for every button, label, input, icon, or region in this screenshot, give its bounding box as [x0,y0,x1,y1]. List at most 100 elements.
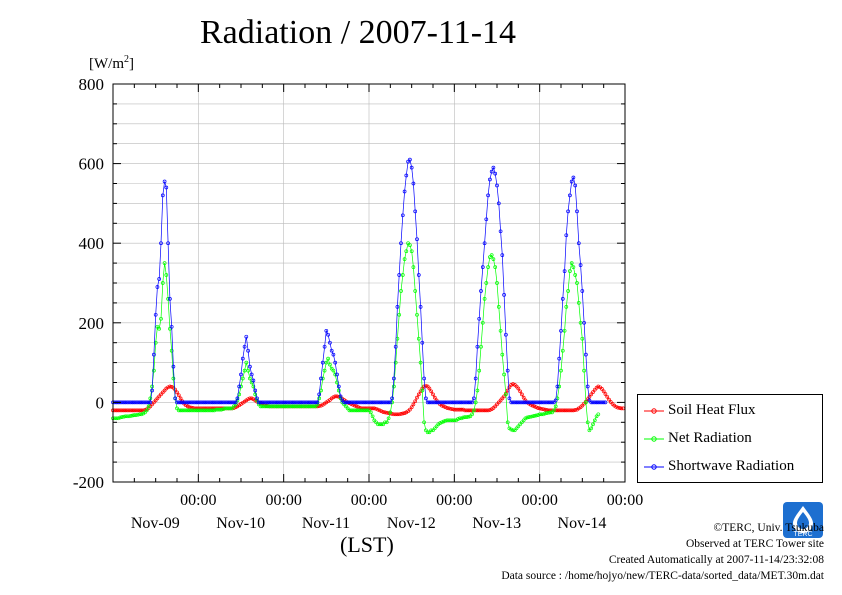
data-point-shortwave-radiation [292,400,297,405]
data-point-shortwave-radiation [297,400,302,405]
data-point-net-radiation [262,404,266,409]
data-point-shortwave-radiation [130,400,135,405]
data-point-shortwave-radiation [280,400,284,405]
data-point-shortwave-radiation [516,400,521,405]
data-point-shortwave-radiation [338,394,343,399]
data-point-soil-heat-flux [507,385,512,390]
data-point-net-radiation [185,408,190,413]
data-point-net-radiation [178,408,183,413]
data-point-net-radiation [370,414,375,419]
data-point-net-radiation [472,408,476,413]
data-point-net-radiation [180,408,185,413]
data-point-net-radiation [304,404,309,409]
data-point-soil-heat-flux [123,408,128,413]
data-point-soil-heat-flux [372,406,377,411]
data-point-shortwave-radiation [198,400,202,405]
data-point-net-radiation [447,418,451,423]
data-point-net-radiation [219,407,224,412]
data-point-shortwave-radiation [249,372,254,377]
data-point-shortwave-radiation [452,400,457,405]
data-point-shortwave-radiation [491,165,496,170]
data-point-net-radiation [523,416,528,421]
data-point-shortwave-radiation [493,171,498,176]
data-point-net-radiation [575,281,579,285]
data-point-shortwave-radiation [509,400,514,405]
data-point-net-radiation [440,420,444,425]
x-tick-label-time: 00:00 [436,492,472,509]
data-point-net-radiation [384,420,389,425]
data-point-shortwave-radiation [290,400,295,405]
data-point-soil-heat-flux [466,408,471,413]
data-point-shortwave-radiation [201,400,206,405]
data-point-shortwave-radiation [310,400,314,405]
x-tick-label-time: 00:00 [521,492,557,509]
data-point-shortwave-radiation [192,400,197,405]
data-point-net-radiation [290,404,295,409]
data-point-soil-heat-flux [150,402,154,407]
data-point-shortwave-radiation [409,165,414,170]
data-point-shortwave-radiation [582,320,586,325]
data-point-shortwave-radiation [312,400,316,405]
data-point-shortwave-radiation [226,400,231,405]
data-point-shortwave-radiation [324,328,329,333]
data-point-net-radiation [242,368,247,373]
data-point-net-radiation [207,408,211,413]
data-point-net-radiation [532,414,537,418]
legend-label-net-radiation: Net Radiation [668,430,752,447]
data-point-net-radiation [388,410,393,415]
data-point-shortwave-radiation [445,400,450,405]
data-point-net-radiation [432,426,437,431]
data-point-shortwave-radiation [447,400,451,405]
data-point-shortwave-radiation [336,384,341,389]
data-point-net-radiation [464,415,469,419]
data-point-net-radiation [210,408,215,413]
data-point-soil-heat-flux [518,389,522,394]
data-point-net-radiation [361,408,366,413]
x-tick-label-time: 00:00 [180,492,216,509]
data-point-soil-heat-flux [555,408,560,413]
data-point-shortwave-radiation [466,400,471,405]
data-point-shortwave-radiation [440,400,444,405]
y-axis: -200 0 200 400 600 800 [73,75,625,492]
data-point-net-radiation [548,410,553,415]
data-point-shortwave-radiation [251,378,256,383]
data-point-net-radiation [288,404,293,409]
data-point-shortwave-radiation [194,400,199,405]
data-point-shortwave-radiation [255,396,259,401]
data-point-shortwave-radiation [571,175,576,180]
data-point-net-radiation [541,412,546,417]
data-point-net-radiation [192,408,197,413]
data-point-net-radiation [585,420,590,425]
data-point-shortwave-radiation [221,400,226,405]
data-point-net-radiation [400,273,405,277]
data-point-shortwave-radiation [589,400,594,405]
data-point-shortwave-radiation [137,400,142,405]
data-point-net-radiation [253,392,258,397]
data-point-net-radiation [496,305,501,309]
data-point-shortwave-radiation [146,400,151,405]
data-point-soil-heat-flux [422,384,426,389]
data-point-soil-heat-flux [173,387,178,392]
data-point-net-radiation [422,420,426,425]
data-point-shortwave-radiation [464,400,469,405]
data-point-soil-heat-flux [395,412,400,417]
data-point-net-radiation [438,421,442,425]
data-point-net-radiation [559,368,563,373]
data-point-net-radiation [372,418,377,423]
data-point-net-radiation [564,305,569,309]
data-point-shortwave-radiation [594,400,599,405]
data-point-shortwave-radiation [360,400,364,405]
data-point-shortwave-radiation [143,400,147,405]
legend-marker-soil-heat-flux [644,407,664,414]
data-point-shortwave-radiation [185,400,190,405]
data-point-soil-heat-flux [176,393,181,398]
data-point-soil-heat-flux [468,408,473,413]
data-point-soil-heat-flux [521,395,526,400]
data-point-soil-heat-flux [408,407,412,412]
data-point-net-radiation [379,422,384,427]
data-point-net-radiation [308,404,313,409]
data-point-net-radiation [274,404,279,409]
data-point-net-radiation [175,406,179,411]
data-point-shortwave-radiation [543,400,547,405]
data-point-shortwave-radiation [432,400,437,405]
